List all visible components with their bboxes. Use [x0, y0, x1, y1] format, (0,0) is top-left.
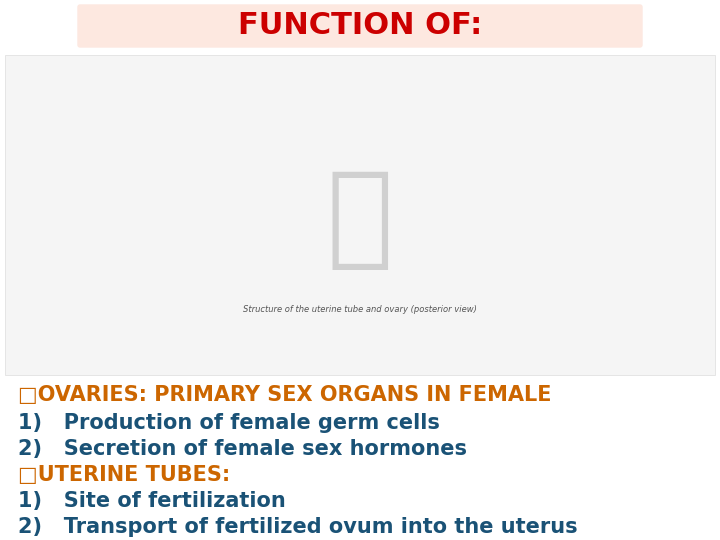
- Text: 2)   Transport of fertilized ovum into the uterus: 2) Transport of fertilized ovum into the…: [18, 517, 577, 537]
- FancyBboxPatch shape: [5, 55, 715, 375]
- Text: Structure of the uterine tube and ovary (posterior view): Structure of the uterine tube and ovary …: [243, 306, 477, 314]
- Text: □OVARIES: PRIMARY SEX ORGANS IN FEMALE: □OVARIES: PRIMARY SEX ORGANS IN FEMALE: [18, 385, 552, 405]
- Text: FUNCTION OF:: FUNCTION OF:: [238, 11, 482, 40]
- Text: 1)   Site of fertilization: 1) Site of fertilization: [18, 491, 286, 511]
- FancyBboxPatch shape: [78, 5, 642, 47]
- Text: 🫀: 🫀: [327, 166, 393, 273]
- Text: 1)   Production of female germ cells: 1) Production of female germ cells: [18, 413, 440, 433]
- Text: □UTERINE TUBES:: □UTERINE TUBES:: [18, 465, 230, 485]
- Text: 2)   Secretion of female sex hormones: 2) Secretion of female sex hormones: [18, 439, 467, 459]
